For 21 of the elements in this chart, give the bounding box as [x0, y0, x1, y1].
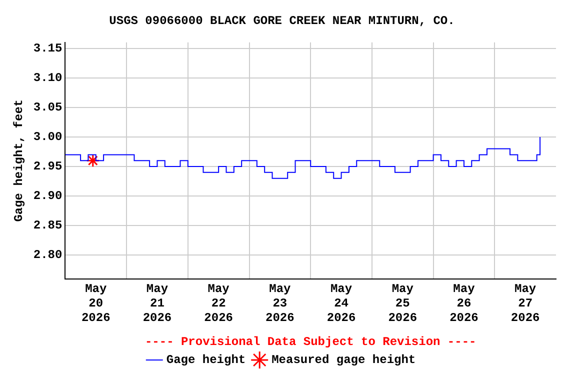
- y-tick-label: 2.90: [33, 189, 62, 204]
- x-tick-label: May 21 2026: [142, 282, 172, 325]
- y-tick-label: 3.00: [33, 130, 62, 144]
- x-tick-label: May 24 2026: [326, 282, 356, 325]
- text: ---- Provisional Data Subject to Revision ----: [144, 335, 476, 350]
- x-tick-label: May 26 2026: [450, 282, 478, 325]
- legend-label: Measured gage height: [272, 353, 416, 368]
- x-tick-label: May 23 2026: [266, 282, 294, 325]
- x-tick-label: May 20 2026: [81, 282, 110, 325]
- y-tick-label: 3.15: [33, 41, 62, 56]
- y-tick-label: 2.95: [33, 160, 62, 174]
- legend-label: Gage height: [166, 353, 246, 368]
- chart-title: USGS 09066000 BLACK GORE CREEK NEAR MINTURN, CO.: [109, 14, 455, 28]
- x-tick-label: May 22 2026: [204, 282, 233, 325]
- y-tick-label: 3.05: [33, 100, 62, 114]
- y-tick-label: 2.80: [33, 248, 62, 262]
- x-tick-label: May 25 2026: [388, 282, 418, 325]
- y-axis-title: Gage height, feet: [12, 99, 26, 222]
- y-tick-label: 3.10: [33, 70, 62, 85]
- x-tick-label: May 27 2026: [510, 282, 540, 325]
- y-tick-label: 2.85: [33, 218, 62, 233]
